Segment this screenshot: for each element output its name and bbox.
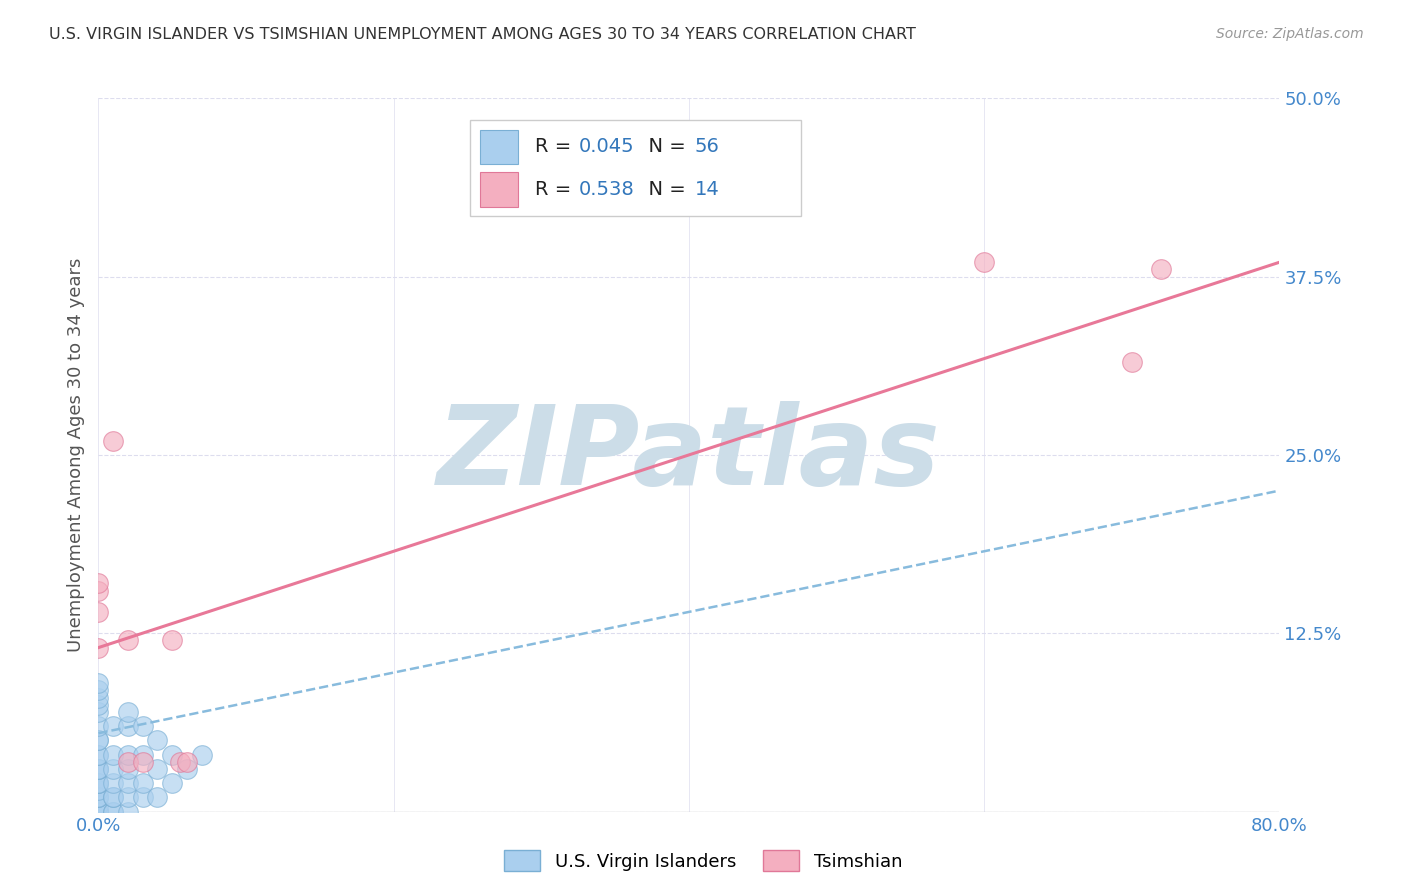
Point: [176, 755, 198, 769]
Point: [103, 762, 125, 776]
Point: [103, 719, 125, 733]
Point: [103, 805, 125, 819]
Point: [87, 797, 110, 812]
Point: [87, 797, 110, 812]
Bar: [479, 172, 517, 207]
Point: [117, 719, 139, 733]
Legend: U.S. Virgin Islanders, Tsimshian: U.S. Virgin Islanders, Tsimshian: [496, 843, 910, 879]
Point: [87, 733, 110, 747]
Text: ZIPatlas: ZIPatlas: [437, 401, 941, 508]
Point: [87, 790, 110, 805]
Bar: [471, 120, 801, 216]
Point: [117, 705, 139, 719]
Text: N =: N =: [636, 180, 692, 199]
Point: [87, 683, 110, 698]
Point: [103, 434, 125, 448]
Point: [87, 747, 110, 762]
Point: [87, 805, 110, 819]
Point: [87, 776, 110, 790]
Point: [103, 790, 125, 805]
Point: [87, 805, 110, 819]
Point: [132, 790, 155, 805]
Point: [87, 783, 110, 797]
Point: [117, 762, 139, 776]
Point: [103, 776, 125, 790]
Text: 14: 14: [695, 180, 720, 199]
Point: [87, 705, 110, 719]
Point: [103, 805, 125, 819]
Text: 56: 56: [695, 137, 720, 156]
Point: [1150, 262, 1173, 277]
Point: [87, 719, 110, 733]
Point: [169, 755, 191, 769]
Point: [87, 805, 110, 819]
Point: [103, 747, 125, 762]
Point: [87, 762, 110, 776]
Point: [87, 805, 110, 819]
Point: [87, 583, 110, 598]
Point: [87, 762, 110, 776]
Point: [973, 255, 995, 269]
Point: [103, 790, 125, 805]
Point: [117, 633, 139, 648]
Text: U.S. VIRGIN ISLANDER VS TSIMSHIAN UNEMPLOYMENT AMONG AGES 30 TO 34 YEARS CORRELA: U.S. VIRGIN ISLANDER VS TSIMSHIAN UNEMPL…: [49, 27, 917, 42]
Point: [117, 805, 139, 819]
Point: [87, 805, 110, 819]
Point: [1121, 355, 1143, 369]
Text: 0.538: 0.538: [579, 180, 636, 199]
Point: [87, 690, 110, 705]
Point: [87, 790, 110, 805]
Point: [87, 805, 110, 819]
Point: [117, 755, 139, 769]
Point: [87, 790, 110, 805]
Point: [87, 805, 110, 819]
Point: [87, 640, 110, 655]
Point: [87, 733, 110, 747]
Point: [117, 790, 139, 805]
Point: [146, 733, 169, 747]
Point: [87, 576, 110, 591]
Point: [176, 762, 198, 776]
Point: [87, 605, 110, 619]
Point: [162, 633, 183, 648]
Point: [132, 776, 155, 790]
Point: [162, 747, 183, 762]
Point: [132, 719, 155, 733]
Point: [87, 762, 110, 776]
Point: [146, 790, 169, 805]
Bar: [479, 129, 517, 164]
Point: [162, 776, 183, 790]
Point: [87, 776, 110, 790]
Text: 0.045: 0.045: [579, 137, 634, 156]
Point: [87, 776, 110, 790]
Text: R =: R =: [536, 180, 578, 199]
Point: [132, 747, 155, 762]
Point: [191, 747, 214, 762]
Y-axis label: Unemployment Among Ages 30 to 34 years: Unemployment Among Ages 30 to 34 years: [66, 258, 84, 652]
Point: [132, 755, 155, 769]
Text: N =: N =: [636, 137, 692, 156]
Point: [87, 747, 110, 762]
Point: [146, 762, 169, 776]
Text: Source: ZipAtlas.com: Source: ZipAtlas.com: [1216, 27, 1364, 41]
Text: R =: R =: [536, 137, 578, 156]
Point: [87, 676, 110, 690]
Point: [117, 747, 139, 762]
Point: [87, 698, 110, 712]
Point: [87, 805, 110, 819]
Point: [117, 776, 139, 790]
